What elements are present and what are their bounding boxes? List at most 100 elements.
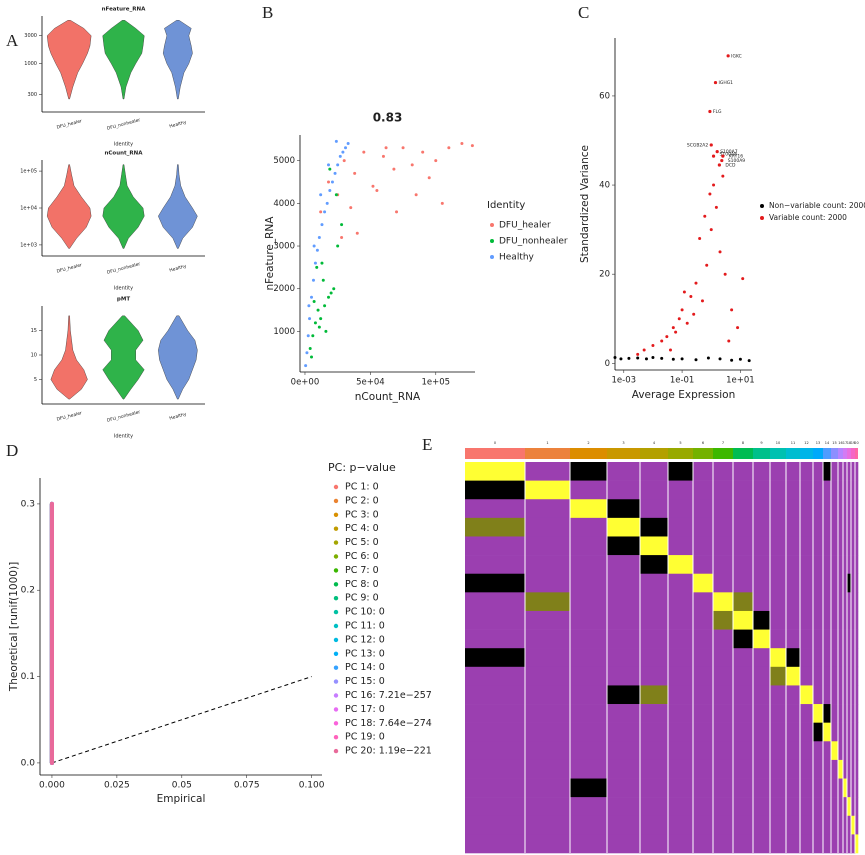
heat-cell <box>733 555 754 575</box>
point <box>682 290 686 294</box>
heat-cell <box>800 778 814 798</box>
point <box>315 265 319 269</box>
heat-cell <box>607 573 641 593</box>
heat-cell <box>843 685 848 705</box>
heat-cell <box>770 815 787 835</box>
heat-cell <box>847 759 852 779</box>
x-tick-label: 0.05 <box>172 781 192 791</box>
heat-cell <box>838 480 844 500</box>
heat-cell <box>838 555 844 575</box>
heat-cell <box>570 555 608 575</box>
heat-cell <box>843 778 848 798</box>
point <box>312 300 316 304</box>
heat-cell <box>838 722 844 742</box>
cluster-bar <box>843 448 847 459</box>
heat-cell <box>786 462 801 481</box>
violin <box>102 20 145 100</box>
heat-cell <box>855 648 859 668</box>
x-tick-label: DFU_healer <box>56 118 83 131</box>
point <box>694 358 698 362</box>
chart-title: nFeature_RNA <box>102 7 146 13</box>
point <box>470 144 474 148</box>
heat-cell <box>851 685 856 705</box>
heat-cell <box>640 536 669 556</box>
heat-cell <box>851 741 856 761</box>
heat-cell <box>855 536 859 556</box>
heat-cell <box>733 592 754 612</box>
point <box>692 312 696 316</box>
annotated-point <box>711 154 716 158</box>
heat-cell <box>693 685 714 705</box>
cluster-label: 7 <box>722 441 724 445</box>
legend-swatch <box>490 239 494 243</box>
heat-cell <box>851 499 856 519</box>
point <box>668 348 672 352</box>
heat-cell <box>838 573 844 593</box>
legend-label: Variable count: 2000 <box>769 213 847 222</box>
heat-cell <box>693 759 714 779</box>
heat-cell <box>525 666 571 686</box>
violin <box>158 315 198 400</box>
violin <box>46 164 92 249</box>
point <box>694 281 698 285</box>
heat-cell <box>668 480 694 500</box>
point <box>330 180 334 184</box>
x-axis-label: Identity <box>114 286 133 292</box>
heat-cell <box>465 573 526 593</box>
heat-cell <box>847 685 852 705</box>
heat-cell <box>851 666 856 686</box>
x-axis-label: Identity <box>114 142 133 148</box>
y-tick-label: 0.1 <box>21 672 35 682</box>
heat-cell <box>465 517 526 537</box>
heat-cell <box>800 648 814 668</box>
heat-cell <box>607 834 641 854</box>
heat-cell <box>838 741 844 761</box>
heat-cell <box>831 629 839 649</box>
heat-cell <box>770 759 787 779</box>
heat-cell <box>855 815 859 835</box>
heat-cell <box>800 722 814 742</box>
heat-cell <box>855 722 859 742</box>
heat-cell <box>843 629 848 649</box>
heat-cell <box>570 629 608 649</box>
heat-cell <box>753 759 771 779</box>
heat-cell <box>843 741 848 761</box>
point <box>334 193 338 197</box>
heat-cell <box>668 573 694 593</box>
x-axis-label: Empirical <box>157 793 206 805</box>
heat-cell <box>525 834 571 854</box>
heat-cell <box>640 722 669 742</box>
heat-cell <box>668 834 694 854</box>
y-tick-label: 60 <box>599 91 610 101</box>
heat-cell <box>640 499 669 519</box>
point <box>677 317 681 321</box>
reference-line <box>51 676 312 764</box>
heat-cell <box>823 536 832 556</box>
heat-cell <box>831 666 839 686</box>
legend-swatch <box>490 223 494 227</box>
y-axis-label: nFeature_RNA <box>264 216 276 291</box>
point <box>310 295 314 299</box>
y-tick-label: 3000 <box>24 33 37 39</box>
heat-cell <box>713 648 734 668</box>
heat-cell <box>847 722 852 742</box>
heat-cell <box>753 462 771 481</box>
heat-cell <box>851 648 856 668</box>
heat-cell <box>640 648 669 668</box>
heat-cell <box>843 462 848 481</box>
heat-cell <box>640 629 669 649</box>
x-tick-label: Healthy <box>169 263 188 273</box>
heat-cell <box>813 517 824 537</box>
point <box>329 291 333 295</box>
heat-cell <box>823 759 832 779</box>
legend-title: PC: p−value <box>328 461 396 474</box>
heat-cell <box>570 536 608 556</box>
point <box>680 357 684 361</box>
point <box>336 163 340 167</box>
heat-cell <box>843 555 848 575</box>
heat-cell <box>570 666 608 686</box>
heat-cell <box>813 741 824 761</box>
heat-cell <box>525 536 571 556</box>
heat-cell <box>693 610 714 630</box>
cluster-bar <box>640 448 668 459</box>
